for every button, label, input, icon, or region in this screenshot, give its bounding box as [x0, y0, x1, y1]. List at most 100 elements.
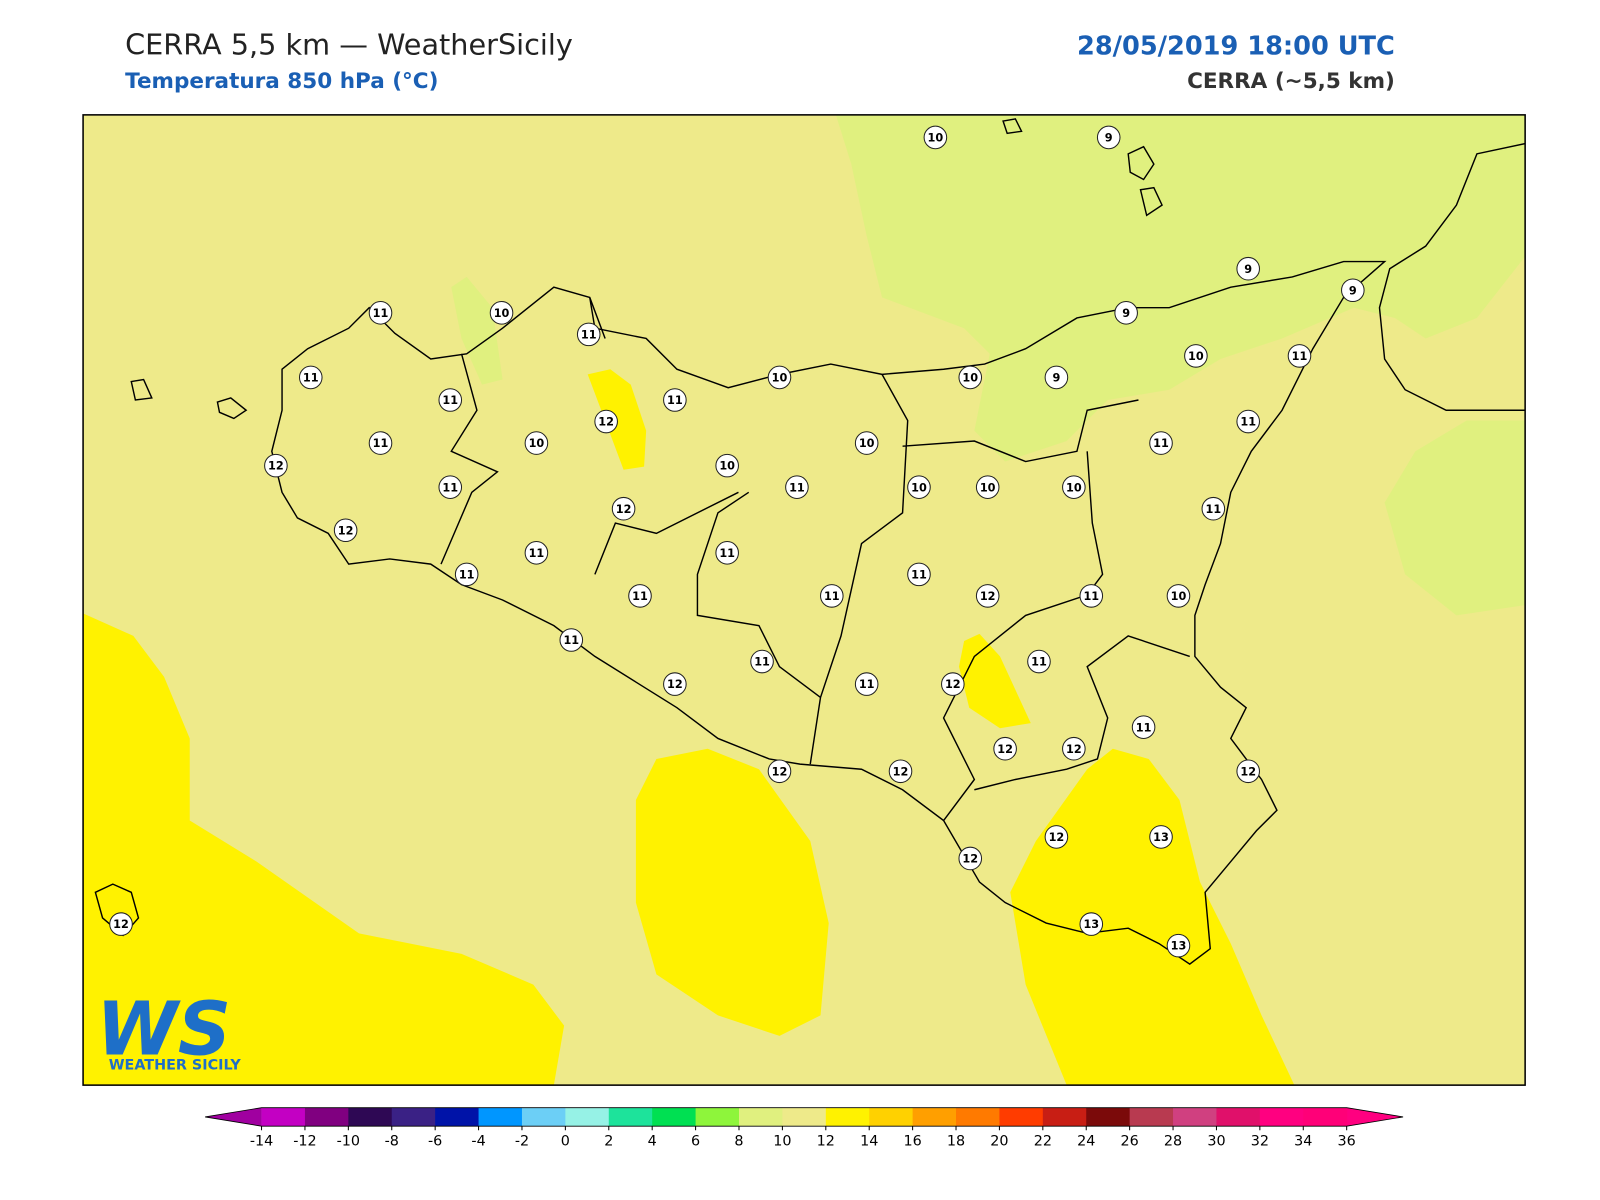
station: 12: [264, 453, 288, 478]
station-value: 12: [980, 590, 996, 603]
station-value: 10: [772, 372, 788, 385]
station-value: 12: [113, 918, 129, 931]
station: 13: [1079, 912, 1104, 936]
station-value: 11: [1205, 503, 1221, 516]
colorbar-segment: [565, 1107, 610, 1127]
colorbar-tick-label: 34: [1294, 1134, 1312, 1150]
colorbar-segment: [391, 1107, 436, 1127]
colorbar-tick-label: 20: [990, 1134, 1008, 1150]
colorbar-tick-label: 28: [1164, 1134, 1182, 1150]
station-value: 12: [962, 853, 978, 866]
station-value: 12: [1049, 831, 1065, 844]
coastline-sicily: [271, 260, 1387, 965]
station-marker: [1184, 344, 1208, 368]
island: [130, 378, 153, 401]
station: 10: [1184, 344, 1208, 368]
station-value: 10: [494, 307, 510, 320]
station-marker: [785, 475, 809, 499]
station-value: 12: [598, 416, 614, 429]
station-value: 11: [1083, 590, 1099, 603]
station-value: 9: [1122, 307, 1130, 320]
colorbar-tick-label: 4: [648, 1134, 657, 1150]
station: 12: [1044, 825, 1069, 849]
station: 10: [489, 301, 514, 325]
station-marker: [1166, 584, 1191, 608]
station: 9: [1044, 365, 1069, 390]
station-marker: [559, 628, 584, 652]
station: 9: [1236, 256, 1260, 281]
station-value: 10: [1171, 590, 1187, 603]
station-marker: [715, 541, 739, 565]
station: 11: [1201, 496, 1226, 521]
station: 11: [1149, 431, 1173, 455]
station-marker: [438, 475, 463, 499]
station-marker: [1149, 431, 1173, 455]
station: 12: [958, 846, 983, 871]
title: CERRA 5,5 km — WeatherSicily: [125, 27, 573, 61]
logo: WS WEATHER SICILY: [96, 986, 241, 1073]
station-marker: [1236, 759, 1260, 784]
coastline-calabria: [1378, 142, 1526, 411]
contour-12-14: [83, 613, 565, 1086]
station: 11: [1287, 344, 1312, 368]
contour-8-10: [451, 276, 503, 385]
station-marker: [1166, 933, 1191, 958]
station: 10: [715, 453, 739, 478]
colorbar-segment: [782, 1107, 827, 1127]
map-field: [82, 114, 1526, 1086]
station: 9: [1096, 125, 1121, 150]
station-marker: [663, 388, 687, 412]
contour-12-14: [958, 633, 1031, 729]
station: 11: [628, 584, 652, 608]
station-marker: [907, 562, 931, 587]
colorbar-tick-label: 18: [947, 1134, 965, 1150]
station-marker: [715, 453, 739, 478]
station-value: 11: [373, 307, 389, 320]
station: 11: [438, 388, 463, 412]
station-value: 11: [1031, 656, 1047, 669]
station-marker: [854, 672, 879, 696]
station-marker: [663, 672, 687, 696]
colorbar-segment: [1086, 1107, 1131, 1127]
station-value: 10: [1066, 481, 1082, 494]
station: 11: [576, 322, 601, 347]
station: 11: [454, 562, 479, 587]
colorbar: -14 -12 -10 -8 -6 -4 -2 0 2 4 6 8 10 12 14 16 18 20 22 24 26…: [205, 1107, 1404, 1150]
station-marker: [1062, 736, 1086, 761]
station-value: 13: [1171, 940, 1187, 953]
station-value: 11: [1136, 721, 1152, 734]
station: 11: [715, 541, 739, 565]
contour-8-10: [1384, 420, 1526, 616]
station: 9: [1341, 278, 1365, 303]
station-value: 11: [529, 547, 545, 560]
station-value: 11: [373, 437, 389, 450]
station-value: 9: [1349, 284, 1357, 297]
station: 12: [333, 518, 358, 543]
station: 11: [1079, 584, 1104, 608]
station: 12: [663, 672, 687, 696]
station-value: 10: [962, 372, 978, 385]
station-marker: [975, 584, 1000, 608]
colorbar-segment: [652, 1107, 697, 1127]
colorbar-tick-label: 30: [1207, 1134, 1225, 1150]
colorbar-tick-label: -14: [250, 1134, 273, 1150]
station-value: 11: [563, 634, 579, 647]
colorbar-tick-label: -6: [428, 1134, 442, 1150]
colorbar-segment: [738, 1107, 783, 1127]
model: CERRA (~5,5 km): [1187, 69, 1395, 94]
station: 11: [368, 431, 393, 455]
colorbar-segment: [695, 1107, 740, 1127]
station: 12: [975, 584, 1000, 608]
station-value: 11: [859, 678, 875, 691]
station-marker: [454, 562, 479, 587]
station: 10: [907, 475, 931, 499]
station-marker: [489, 301, 514, 325]
station-marker: [333, 518, 358, 543]
station-value: 13: [1153, 831, 1169, 844]
station-value: 11: [632, 590, 648, 603]
station-value: 11: [303, 372, 319, 385]
station: 11: [524, 541, 549, 565]
station-labels: 10 9 9 9 11 10 11 9 11 10 10 9 10 11 11 11 12 11 11 10 10 11 1…: [109, 125, 1365, 958]
colorbar-segment: [956, 1107, 1000, 1127]
